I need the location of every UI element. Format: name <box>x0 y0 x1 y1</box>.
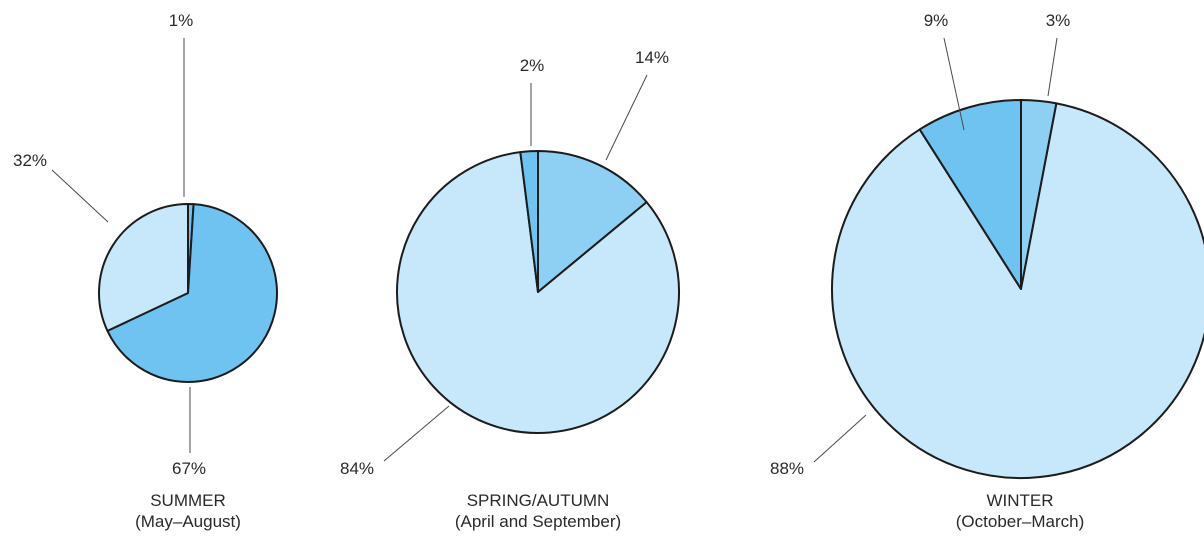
spring-autumn-pie: 14% 84% 2% <box>340 48 680 478</box>
winter-caption: WINTER (October–March) <box>956 490 1084 532</box>
summer-slice-32pct <box>98 203 189 332</box>
winter-leader-line <box>943 37 965 131</box>
winter-slice-label: 88% <box>770 459 804 478</box>
summer-slice-67pct <box>106 203 278 384</box>
spring-autumn-leader-line <box>605 74 648 161</box>
spring-autumn-slice-2pct <box>519 149 539 293</box>
spring-autumn-slice-14pct <box>537 150 648 293</box>
winter-pie: 3% 88% 9% <box>770 11 1204 479</box>
winter-subtitle: (October–March) <box>955 512 1085 531</box>
summer-pie: 1% 67% 32% <box>13 11 278 478</box>
spring-autumn-leader-line <box>383 405 450 462</box>
winter-slice-label: 3% <box>1046 11 1071 30</box>
summer-subtitle: (May–August) <box>135 512 241 531</box>
winter-title: WINTER <box>986 491 1054 510</box>
winter-slice-9pct <box>918 99 1022 290</box>
winter-leader-line <box>1047 37 1058 97</box>
summer-slice-label: 32% <box>13 151 47 170</box>
spring-autumn-slice-label: 2% <box>520 56 545 75</box>
spring-autumn-caption: SPRING/AUTUMN (April and September) <box>455 490 621 532</box>
summer-leader-line <box>51 169 109 223</box>
winter-slice-88pct <box>831 102 1204 479</box>
spring-autumn-title: SPRING/AUTUMN <box>466 491 610 510</box>
summer-slice-label: 67% <box>172 459 206 478</box>
summer-slice-label: 1% <box>169 11 194 30</box>
winter-leader-line <box>813 414 867 463</box>
summer-title: SUMMER <box>150 491 226 510</box>
spring-autumn-slice-label: 84% <box>340 459 374 478</box>
winter-slice-label: 9% <box>924 11 949 30</box>
spring-autumn-slice-label: 14% <box>635 48 669 67</box>
spring-autumn-subtitle: (April and September) <box>454 512 622 531</box>
summer-caption: SUMMER (May–August) <box>135 490 241 532</box>
